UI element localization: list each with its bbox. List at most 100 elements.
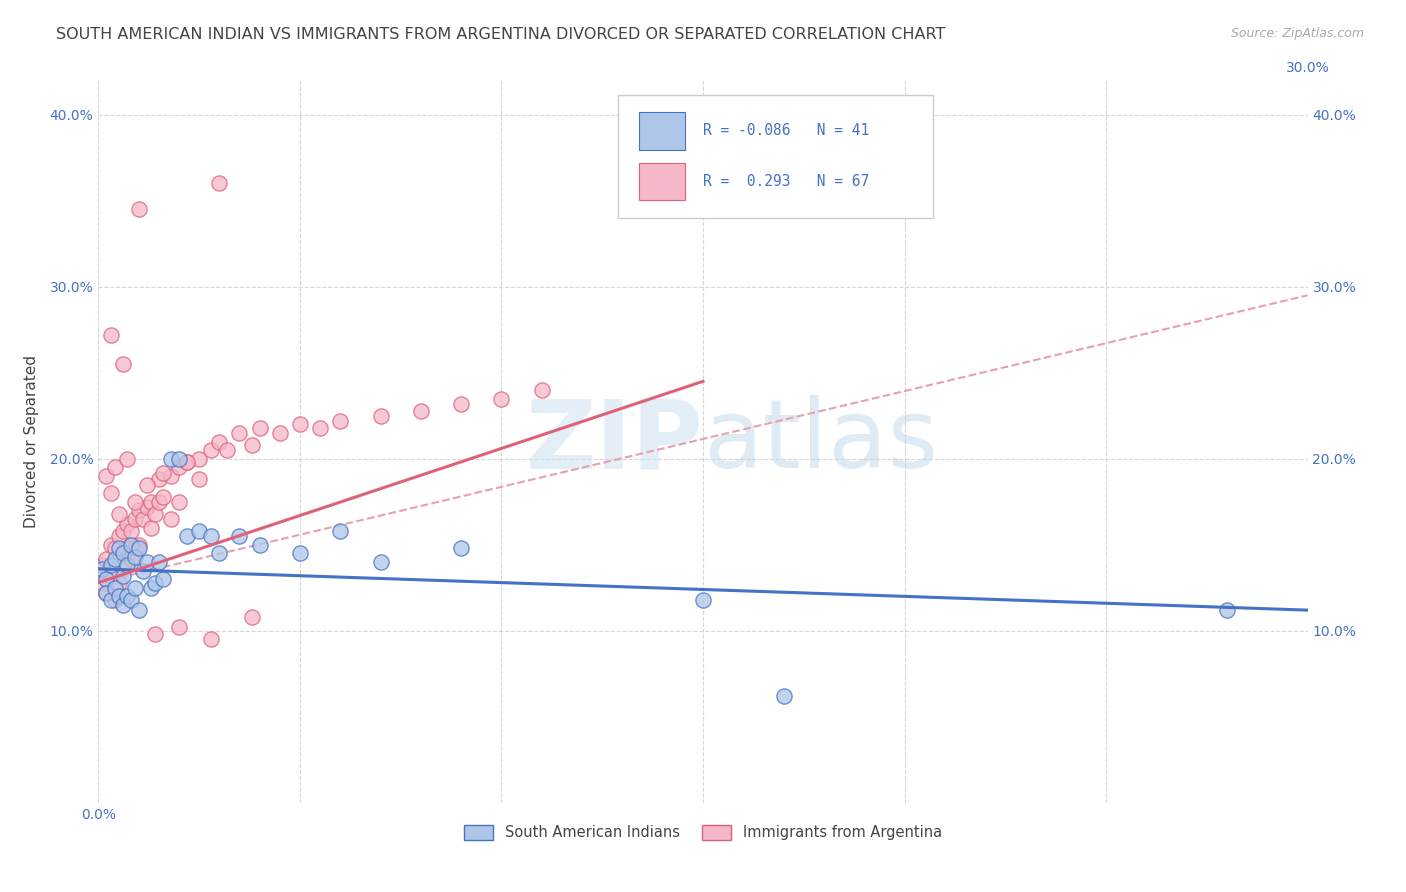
Point xyxy=(96,586,118,600)
Point xyxy=(249,538,271,552)
Point xyxy=(1216,603,1239,617)
Point xyxy=(111,546,134,560)
Point xyxy=(124,512,146,526)
Point xyxy=(143,575,166,590)
Point xyxy=(188,472,211,486)
Point xyxy=(139,494,162,508)
Point xyxy=(107,529,129,543)
Point xyxy=(409,403,432,417)
Point xyxy=(450,541,472,556)
Point xyxy=(135,555,157,569)
Point xyxy=(288,546,311,560)
Point xyxy=(100,558,122,573)
Point xyxy=(124,541,146,556)
Text: SOUTH AMERICAN INDIAN VS IMMIGRANTS FROM ARGENTINA DIVORCED OR SEPARATED CORRELA: SOUTH AMERICAN INDIAN VS IMMIGRANTS FROM… xyxy=(56,27,946,42)
Point xyxy=(143,507,166,521)
Point xyxy=(329,414,352,428)
Text: atlas: atlas xyxy=(703,395,938,488)
Point xyxy=(167,451,190,466)
Point xyxy=(143,627,166,641)
Point xyxy=(167,494,190,508)
Point xyxy=(91,562,114,576)
Point xyxy=(100,592,122,607)
Point xyxy=(176,529,198,543)
Point xyxy=(91,575,114,590)
Point xyxy=(160,469,183,483)
Point xyxy=(96,469,118,483)
FancyBboxPatch shape xyxy=(638,162,685,200)
Point xyxy=(228,425,250,440)
Point xyxy=(135,500,157,514)
Point xyxy=(240,610,263,624)
Point xyxy=(128,503,150,517)
Point xyxy=(100,568,122,582)
Point xyxy=(139,520,162,534)
Point xyxy=(370,555,392,569)
Point xyxy=(115,517,138,532)
Point xyxy=(107,575,129,590)
Point xyxy=(240,438,263,452)
Point xyxy=(176,455,198,469)
Point xyxy=(152,490,174,504)
Point xyxy=(217,443,239,458)
Point xyxy=(124,549,146,564)
Point xyxy=(139,581,162,595)
Y-axis label: Divorced or Separated: Divorced or Separated xyxy=(24,355,38,528)
Point xyxy=(772,689,794,703)
Point xyxy=(132,512,155,526)
Point xyxy=(96,586,118,600)
Point xyxy=(120,524,142,538)
Point xyxy=(148,494,170,508)
Point xyxy=(124,494,146,508)
Point xyxy=(200,529,222,543)
Point xyxy=(103,551,125,566)
Point xyxy=(103,460,125,475)
Point xyxy=(128,202,150,217)
Point xyxy=(96,551,118,566)
Point xyxy=(200,443,222,458)
Point xyxy=(176,455,198,469)
Point xyxy=(148,555,170,569)
Point xyxy=(107,541,129,556)
Point xyxy=(120,551,142,566)
Point xyxy=(115,451,138,466)
Point xyxy=(188,451,211,466)
Text: ZIP: ZIP xyxy=(524,395,703,488)
Point xyxy=(124,581,146,595)
Point xyxy=(128,603,150,617)
Point xyxy=(111,568,134,582)
Point xyxy=(167,620,190,634)
Point xyxy=(111,524,134,538)
Point xyxy=(128,538,150,552)
Point xyxy=(370,409,392,423)
Point xyxy=(135,477,157,491)
Point xyxy=(152,572,174,586)
Point xyxy=(107,590,129,604)
Point xyxy=(148,472,170,486)
Point xyxy=(152,466,174,480)
Point xyxy=(132,564,155,578)
Point xyxy=(309,421,332,435)
Point xyxy=(491,392,513,406)
Text: R =  0.293   N = 67: R = 0.293 N = 67 xyxy=(703,174,869,189)
Point xyxy=(103,581,125,595)
Point xyxy=(111,598,134,612)
Point xyxy=(160,451,183,466)
Point xyxy=(269,425,291,440)
Point xyxy=(100,327,122,342)
Point xyxy=(107,507,129,521)
Point xyxy=(288,417,311,432)
Point xyxy=(115,590,138,604)
Point xyxy=(530,383,553,397)
Point xyxy=(100,486,122,500)
Point xyxy=(96,572,118,586)
Point xyxy=(103,592,125,607)
Point xyxy=(115,541,138,556)
Point xyxy=(160,512,183,526)
Point xyxy=(167,460,190,475)
Point xyxy=(120,592,142,607)
Text: Source: ZipAtlas.com: Source: ZipAtlas.com xyxy=(1230,27,1364,40)
Point xyxy=(200,632,222,647)
Point xyxy=(208,434,231,449)
FancyBboxPatch shape xyxy=(638,112,685,150)
